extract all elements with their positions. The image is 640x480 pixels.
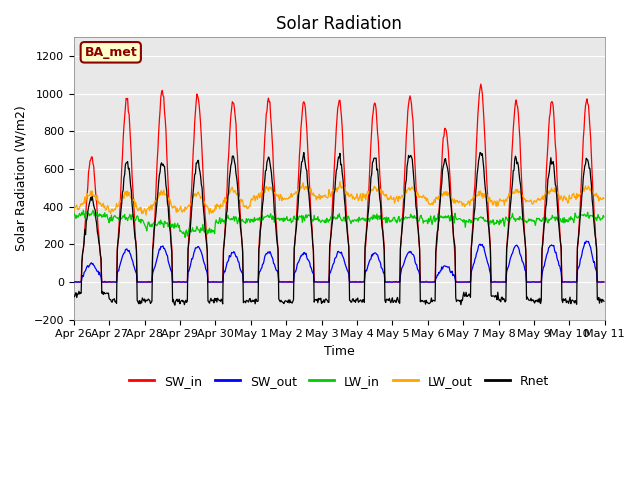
Legend: SW_in, SW_out, LW_in, LW_out, Rnet: SW_in, SW_out, LW_in, LW_out, Rnet: [124, 370, 554, 393]
X-axis label: Time: Time: [324, 345, 355, 358]
Title: Solar Radiation: Solar Radiation: [276, 15, 402, 33]
Y-axis label: Solar Radiation (W/m2): Solar Radiation (W/m2): [15, 106, 28, 252]
Text: BA_met: BA_met: [84, 46, 137, 59]
